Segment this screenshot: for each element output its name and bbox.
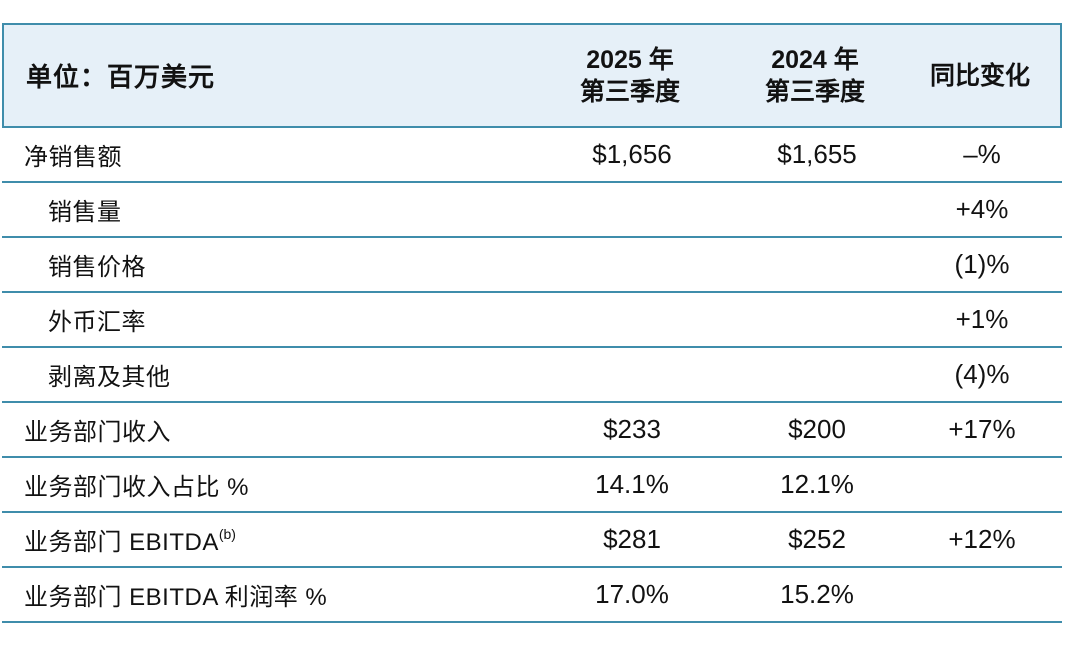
table-row-price: 销售价格 (1)%: [2, 238, 1062, 293]
table-row-divestitures: 剥离及其他 (4)%: [2, 348, 1062, 403]
cell-2025: $281: [603, 524, 661, 554]
row-label: 净销售额: [24, 144, 122, 171]
col-header-2025-q3: 2025 年 第三季度: [530, 44, 730, 108]
table-row-segment-ebitda-margin: 业务部门 EBITDA 利润率 % 17.0% 15.2%: [2, 568, 1062, 623]
row-label: 业务部门收入占比 %: [24, 474, 250, 501]
cell-yoy: +4%: [955, 194, 1009, 224]
row-label: 销售量: [48, 199, 122, 226]
cell-yoy: –%: [963, 139, 1001, 169]
col-header-2024-q3-line2: 第三季度: [764, 77, 865, 106]
col-header-yoy: 同比变化: [900, 60, 1060, 92]
table-row-currency: 外币汇率 +1%: [2, 293, 1062, 348]
table-header: 单位：百万美元 2025 年 第三季度 2024 年 第三季度 同比变化: [2, 23, 1062, 128]
table-row-segment-income: 业务部门收入 $233 $200 +17%: [2, 403, 1062, 458]
col-header-2024-q3-line1: 2024 年: [771, 45, 859, 74]
cell-2024: 15.2%: [780, 579, 854, 609]
table-row-segment-income-margin: 业务部门收入占比 % 14.1% 12.1%: [2, 458, 1062, 513]
cell-2024: $252: [788, 524, 846, 554]
unit-label: 单位：百万美元: [26, 62, 216, 92]
table-row-segment-ebitda: 业务部门 EBITDA(b) $281 $252 +12%: [2, 513, 1062, 568]
cell-2024: $200: [788, 414, 846, 444]
table-row-net-sales: 净销售额 $1,656 $1,655 –%: [2, 128, 1062, 183]
cell-yoy: (4)%: [954, 359, 1010, 389]
cell-2024: 12.1%: [780, 469, 854, 499]
col-header-2025-q3-line1: 2025 年: [586, 45, 674, 74]
row-label: 业务部门收入: [24, 419, 171, 446]
row-label: 剥离及其他: [48, 364, 171, 391]
cell-2025: $1,656: [592, 139, 672, 169]
row-label: 业务部门 EBITDA 利润率 %: [24, 584, 328, 611]
col-header-2025-q3-line2: 第三季度: [579, 77, 680, 106]
cell-2025: 14.1%: [595, 469, 669, 499]
col-header-yoy-line1: 同比变化: [929, 61, 1030, 90]
footnote-marker-b: (b): [218, 526, 236, 542]
segment-results-table: 单位：百万美元 2025 年 第三季度 2024 年 第三季度 同比变化 净销售…: [2, 23, 1062, 623]
cell-2025: $233: [603, 414, 661, 444]
cell-yoy: (1)%: [954, 249, 1010, 279]
row-label: 外币汇率: [48, 309, 146, 336]
cell-yoy: +12%: [948, 524, 1016, 554]
row-label-text: 业务部门 EBITDA: [24, 529, 219, 556]
cell-2024: $1,655: [777, 139, 857, 169]
cell-yoy: +1%: [955, 304, 1009, 334]
table-row-volume: 销售量 +4%: [2, 183, 1062, 238]
row-label: 销售价格: [48, 254, 146, 281]
cell-yoy: +17%: [948, 414, 1016, 444]
col-header-2024-q3: 2024 年 第三季度: [730, 44, 900, 108]
cell-2025: 17.0%: [595, 579, 669, 609]
row-label: 业务部门 EBITDA(b): [2, 522, 532, 557]
